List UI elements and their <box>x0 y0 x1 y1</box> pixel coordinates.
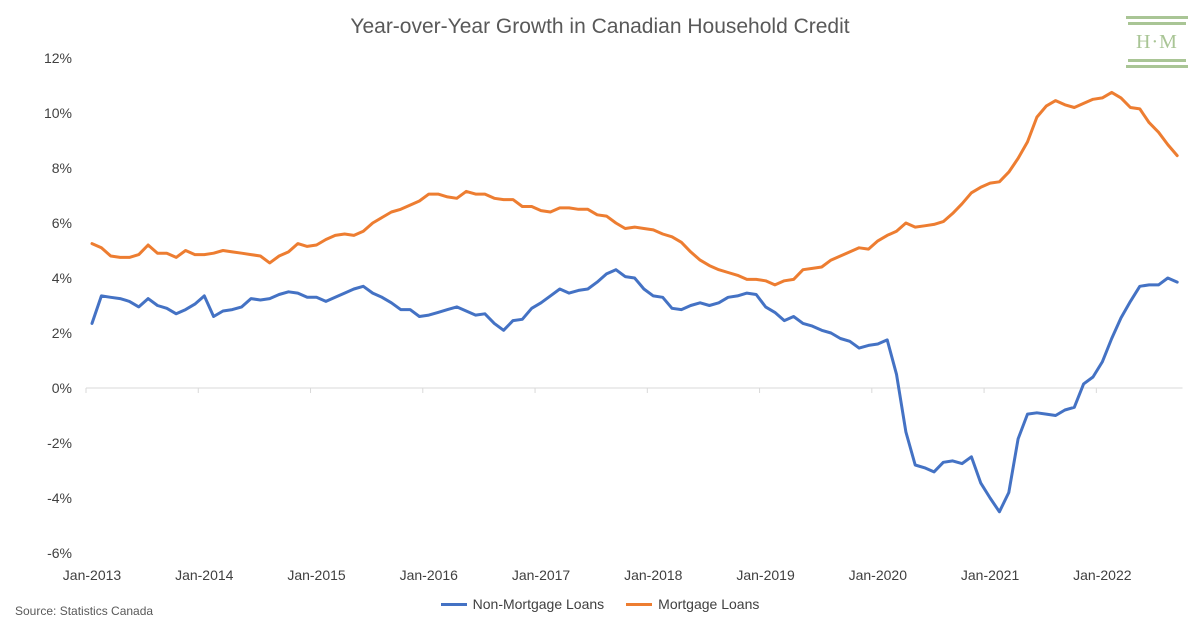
y-tick-label: 2% <box>52 325 72 341</box>
y-tick-label: 10% <box>44 105 72 121</box>
x-tick-label: Jan-2016 <box>400 567 459 583</box>
source-note: Source: Statistics Canada <box>15 604 154 618</box>
series-line-mortgage-loans <box>90 90 1179 287</box>
x-tick-label: Jan-2020 <box>849 567 908 583</box>
y-tick-label: -6% <box>47 545 72 561</box>
chart-legend: Non-Mortgage Loans Mortgage Loans <box>0 596 1200 612</box>
y-tick-label: 6% <box>52 215 72 231</box>
legend-label-non-mortgage: Non-Mortgage Loans <box>472 596 605 612</box>
x-tick-label: Jan-2013 <box>63 567 122 583</box>
x-tick-label: Jan-2017 <box>512 567 571 583</box>
x-tick-label: Jan-2022 <box>1073 567 1132 583</box>
x-axis-tick-labels: Jan-2013 Jan-2014 Jan-2015 Jan-2016 Jan-2017… <box>63 567 1132 583</box>
logo-graphic <box>1126 16 1188 68</box>
x-tick-label: Jan-2014 <box>175 567 234 583</box>
legend-swatch-mortgage <box>626 602 653 606</box>
series-line-non-mortgage-loans <box>90 268 1179 514</box>
y-tick-label: 0% <box>52 380 72 396</box>
logo-text: H·M <box>1136 31 1178 53</box>
chart-title: Year-over-Year Growth in Canadian Househ… <box>350 15 849 38</box>
x-tick-label: Jan-2015 <box>287 567 346 583</box>
y-tick-label: 4% <box>52 270 72 286</box>
y-tick-label: 8% <box>52 160 72 176</box>
y-tick-label: -2% <box>47 435 72 451</box>
y-axis-tick-labels: -6% -4% -2% 0% 2% 4% 6% 8% 10% 12% <box>44 50 72 561</box>
x-tick-label: Jan-2021 <box>961 567 1020 583</box>
x-axis <box>85 387 1183 393</box>
x-tick-label: Jan-2019 <box>736 567 795 583</box>
x-tick-label: Jan-2018 <box>624 567 683 583</box>
y-tick-label: 12% <box>44 50 72 66</box>
legend-item-non-mortgage: Non-Mortgage Loans <box>440 596 605 612</box>
legend-label-mortgage: Mortgage Loans <box>658 596 760 612</box>
legend-swatch-non-mortgage <box>440 602 467 606</box>
company-logo: H·M <box>1126 16 1188 70</box>
legend-item-mortgage: Mortgage Loans <box>626 596 759 612</box>
y-tick-label: -4% <box>47 490 72 506</box>
series-lines <box>90 90 1179 514</box>
